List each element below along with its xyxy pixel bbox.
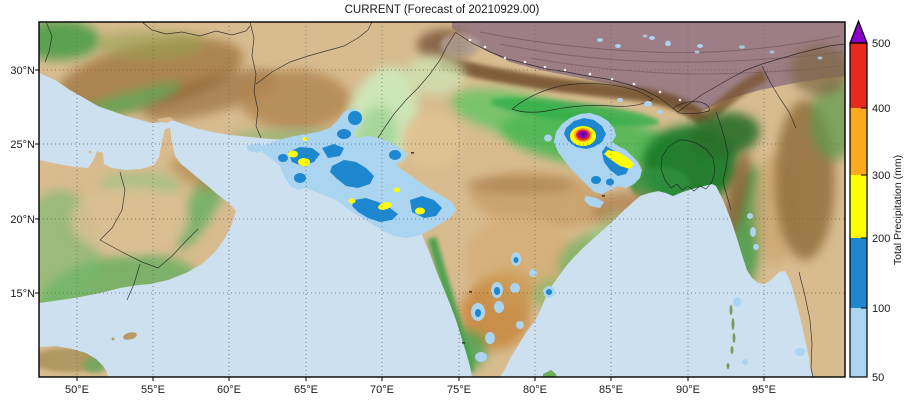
y-tick-label: 20°N bbox=[10, 214, 35, 226]
colorbar-segment-200-300 bbox=[850, 175, 867, 238]
colorbar-tick-label: 400 bbox=[872, 103, 890, 115]
precip-arabian-sea bbox=[246, 108, 456, 238]
x-tick-label: 70°E bbox=[370, 384, 394, 396]
x-tick-label: 90°E bbox=[676, 384, 700, 396]
colorbar-tick-label: 500 bbox=[872, 38, 890, 50]
map-area bbox=[39, 22, 845, 377]
colorbar-over-arrow bbox=[849, 19, 868, 44]
precip-northeast-india bbox=[544, 113, 642, 208]
colorbar-tick-label: 100 bbox=[872, 303, 890, 315]
x-tick-label: 80°E bbox=[523, 384, 547, 396]
x-tick-label: 55°E bbox=[141, 384, 165, 396]
y-tick-label: 30°N bbox=[10, 65, 35, 77]
colorbar-segment-400-500 bbox=[850, 43, 867, 108]
qeshm-island bbox=[158, 117, 174, 123]
sri-lanka-tip bbox=[543, 370, 557, 377]
colorbar-outline bbox=[849, 42, 868, 378]
country-borders bbox=[44, 22, 845, 377]
colorbar-segment-300-400 bbox=[850, 108, 867, 175]
colorbar-ticks bbox=[861, 107, 867, 309]
y-axis-labels: 30°N 25°N 20°N 15°N bbox=[10, 65, 35, 300]
colorbar-labels: 500 400 300 200 100 50 bbox=[872, 38, 890, 384]
andaman-islands bbox=[726, 305, 736, 369]
x-axis-labels: 50°E 55°E 60°E 65°E 70°E 75°E 80°E 85°E … bbox=[65, 384, 776, 396]
colorbar-tick-label: 300 bbox=[872, 170, 890, 182]
x-tick-label: 60°E bbox=[217, 384, 241, 396]
x-tick-label: 75°E bbox=[447, 384, 471, 396]
colorbar-segment-50-100 bbox=[850, 308, 867, 377]
x-tick-label: 95°E bbox=[752, 384, 776, 396]
map-frame bbox=[38, 21, 846, 378]
socotra-island bbox=[123, 332, 137, 340]
colorbar: 500 400 300 200 100 50 Total Precipitati… bbox=[849, 19, 904, 384]
figure-title: CURRENT (Forecast of 20210929.00) bbox=[345, 4, 540, 16]
y-tick-label: 25°N bbox=[10, 139, 35, 151]
precipitation-overlay bbox=[246, 36, 805, 365]
bahrain-island bbox=[88, 150, 92, 154]
islet bbox=[111, 337, 115, 341]
x-tick-label: 50°E bbox=[65, 384, 89, 396]
precip-south-india bbox=[471, 252, 555, 362]
colorbar-tick-label: 200 bbox=[872, 233, 890, 245]
colorbar-segment-100-200 bbox=[850, 238, 867, 308]
colorbar-title: Total Precipitation (mm) bbox=[892, 155, 904, 265]
islands bbox=[88, 117, 736, 377]
x-tick-label: 85°E bbox=[599, 384, 623, 396]
y-tick-label: 15°N bbox=[10, 288, 35, 300]
precip-scattered-specks bbox=[597, 36, 805, 365]
colorbar-tick-label: 50 bbox=[872, 372, 884, 384]
x-tick-label: 65°E bbox=[294, 384, 318, 396]
